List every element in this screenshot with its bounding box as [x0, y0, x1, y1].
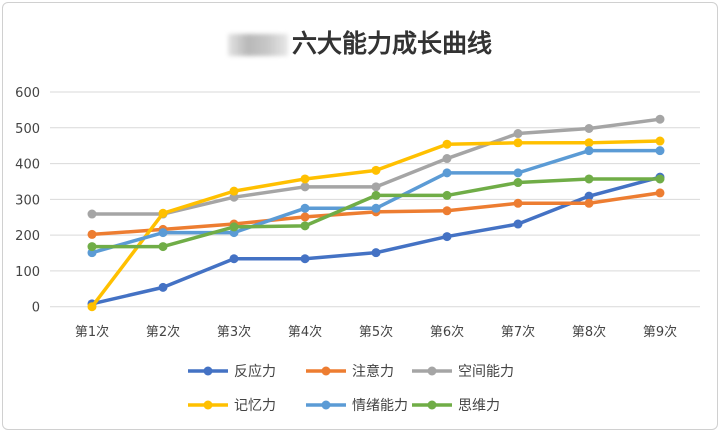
- data-point: [442, 190, 452, 200]
- data-point: [442, 139, 452, 149]
- data-point: [229, 222, 239, 232]
- x-tick-label: 第6次: [430, 324, 464, 340]
- data-point: [371, 203, 381, 213]
- y-tick-label: 100: [15, 265, 40, 280]
- data-point: [513, 168, 523, 178]
- data-point: [371, 182, 381, 192]
- x-tick-label: 第4次: [288, 324, 322, 340]
- data-point: [442, 168, 452, 178]
- data-point: [87, 242, 97, 252]
- legend-marker: [321, 400, 331, 410]
- x-tick-label: 第8次: [572, 324, 606, 340]
- data-point: [513, 138, 523, 148]
- data-point: [158, 282, 168, 292]
- data-point: [371, 190, 381, 200]
- data-point: [87, 229, 97, 239]
- legend-label: 反应力: [234, 363, 276, 380]
- data-point: [300, 182, 310, 192]
- legend-marker: [203, 366, 213, 376]
- legend-marker: [427, 366, 437, 376]
- data-point: [300, 221, 310, 231]
- data-point: [87, 209, 97, 219]
- data-point: [442, 154, 452, 164]
- data-point: [584, 123, 594, 133]
- legend-marker: [321, 366, 331, 376]
- y-tick-label: 500: [15, 122, 40, 137]
- data-point: [442, 206, 452, 216]
- data-point: [513, 198, 523, 208]
- x-tick-label: 第5次: [359, 324, 393, 340]
- data-point: [300, 254, 310, 264]
- data-point: [584, 174, 594, 184]
- chart-title: 六大能力成长曲线: [0, 24, 720, 60]
- legend-label: 记忆力: [234, 398, 276, 414]
- data-point: [371, 165, 381, 175]
- data-point: [655, 188, 665, 198]
- data-point: [158, 228, 168, 238]
- chart-title-text: 六大能力成长曲线: [291, 29, 492, 58]
- data-point: [158, 242, 168, 252]
- data-point: [158, 208, 168, 218]
- legend-marker: [203, 400, 213, 410]
- x-tick-label: 第7次: [501, 324, 535, 340]
- data-point: [655, 136, 665, 146]
- data-point: [371, 248, 381, 258]
- y-tick-label: 600: [15, 86, 40, 101]
- legend-label: 注意力: [352, 363, 394, 380]
- data-point: [300, 174, 310, 184]
- y-tick-label: 200: [15, 229, 40, 244]
- data-point: [655, 146, 665, 156]
- data-point: [584, 191, 594, 201]
- data-point: [513, 219, 523, 229]
- data-point: [655, 174, 665, 184]
- y-tick-label: 0: [32, 301, 40, 316]
- y-tick-label: 400: [15, 158, 40, 173]
- data-point: [513, 178, 523, 188]
- data-point: [584, 138, 594, 148]
- y-tick-label: 300: [15, 193, 40, 208]
- data-point: [513, 129, 523, 139]
- data-point: [87, 302, 97, 312]
- data-point: [300, 212, 310, 222]
- legend-marker: [427, 400, 437, 410]
- data-point: [584, 198, 594, 208]
- data-point: [442, 232, 452, 242]
- data-point: [229, 186, 239, 196]
- legend-label: 空间能力: [458, 364, 514, 380]
- x-tick-label: 第3次: [217, 324, 251, 340]
- x-tick-label: 第9次: [643, 324, 677, 340]
- x-tick-label: 第1次: [75, 324, 109, 340]
- legend-label: 思维力: [458, 398, 500, 414]
- data-point: [655, 114, 665, 124]
- data-point: [584, 146, 594, 156]
- legend-label: 情绪能力: [352, 398, 408, 414]
- x-tick-label: 第2次: [146, 324, 180, 340]
- blurred-title-prefix: [227, 34, 288, 56]
- data-point: [300, 203, 310, 213]
- data-point: [229, 254, 239, 264]
